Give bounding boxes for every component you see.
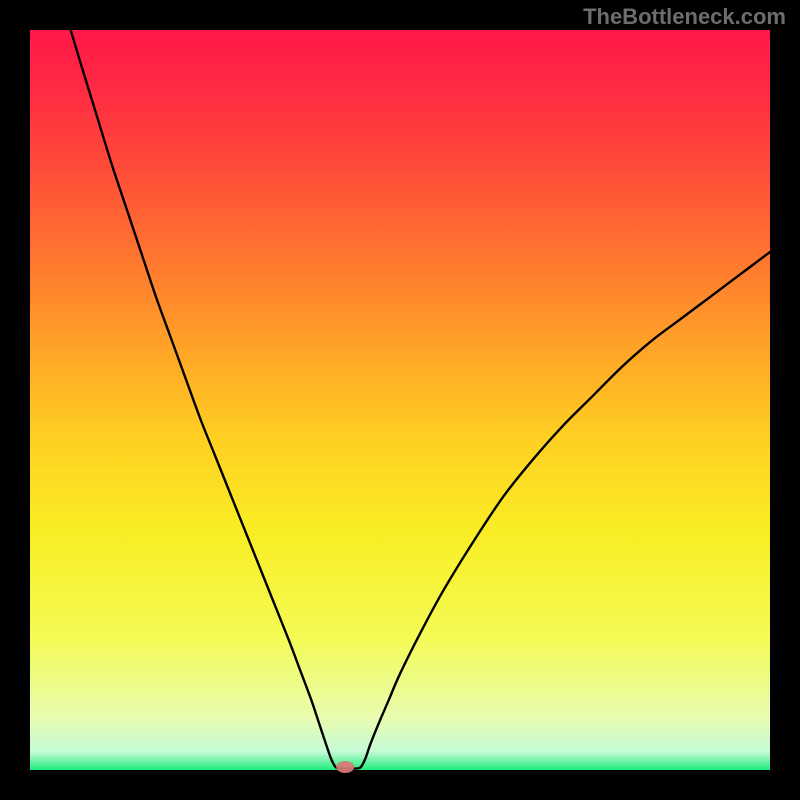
plot-gradient-background xyxy=(30,30,770,770)
bottleneck-chart: TheBottleneck.com xyxy=(0,0,800,800)
minimum-marker xyxy=(336,761,354,773)
chart-svg: TheBottleneck.com xyxy=(0,0,800,800)
watermark-label: TheBottleneck.com xyxy=(583,4,786,29)
